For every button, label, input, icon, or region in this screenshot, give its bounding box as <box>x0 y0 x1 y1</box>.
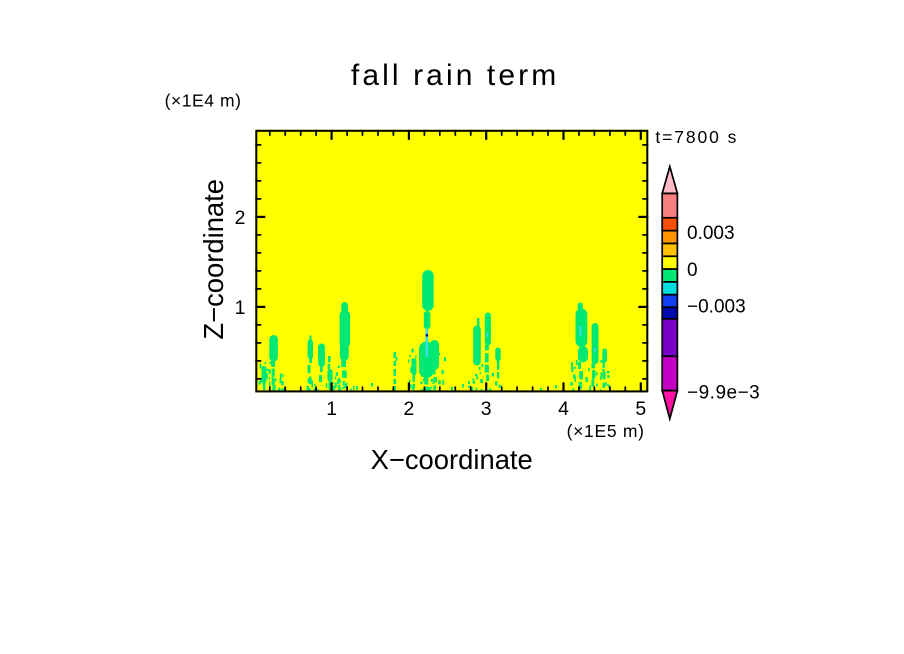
svg-text:3: 3 <box>481 398 492 420</box>
svg-text:0.003: 0.003 <box>687 223 735 244</box>
svg-text:fall rain term: fall rain term <box>351 59 559 92</box>
svg-text:0: 0 <box>687 260 698 281</box>
svg-text:−0.003: −0.003 <box>687 297 746 318</box>
svg-text:t=7800 s: t=7800 s <box>655 127 738 147</box>
svg-text:5: 5 <box>635 398 646 420</box>
svg-text:2: 2 <box>235 207 246 229</box>
svg-text:(×1E4 m): (×1E4 m) <box>165 91 242 111</box>
svg-text:2: 2 <box>404 398 415 420</box>
svg-text:Z−coordinate: Z−coordinate <box>198 179 229 340</box>
svg-text:1: 1 <box>235 297 246 319</box>
svg-text:4: 4 <box>558 398 569 420</box>
svg-text:1: 1 <box>326 398 337 420</box>
svg-text:X−coordinate: X−coordinate <box>371 444 533 475</box>
svg-text:−9.9e−3: −9.9e−3 <box>687 383 760 404</box>
svg-text:(×1E5 m): (×1E5 m) <box>567 421 645 441</box>
